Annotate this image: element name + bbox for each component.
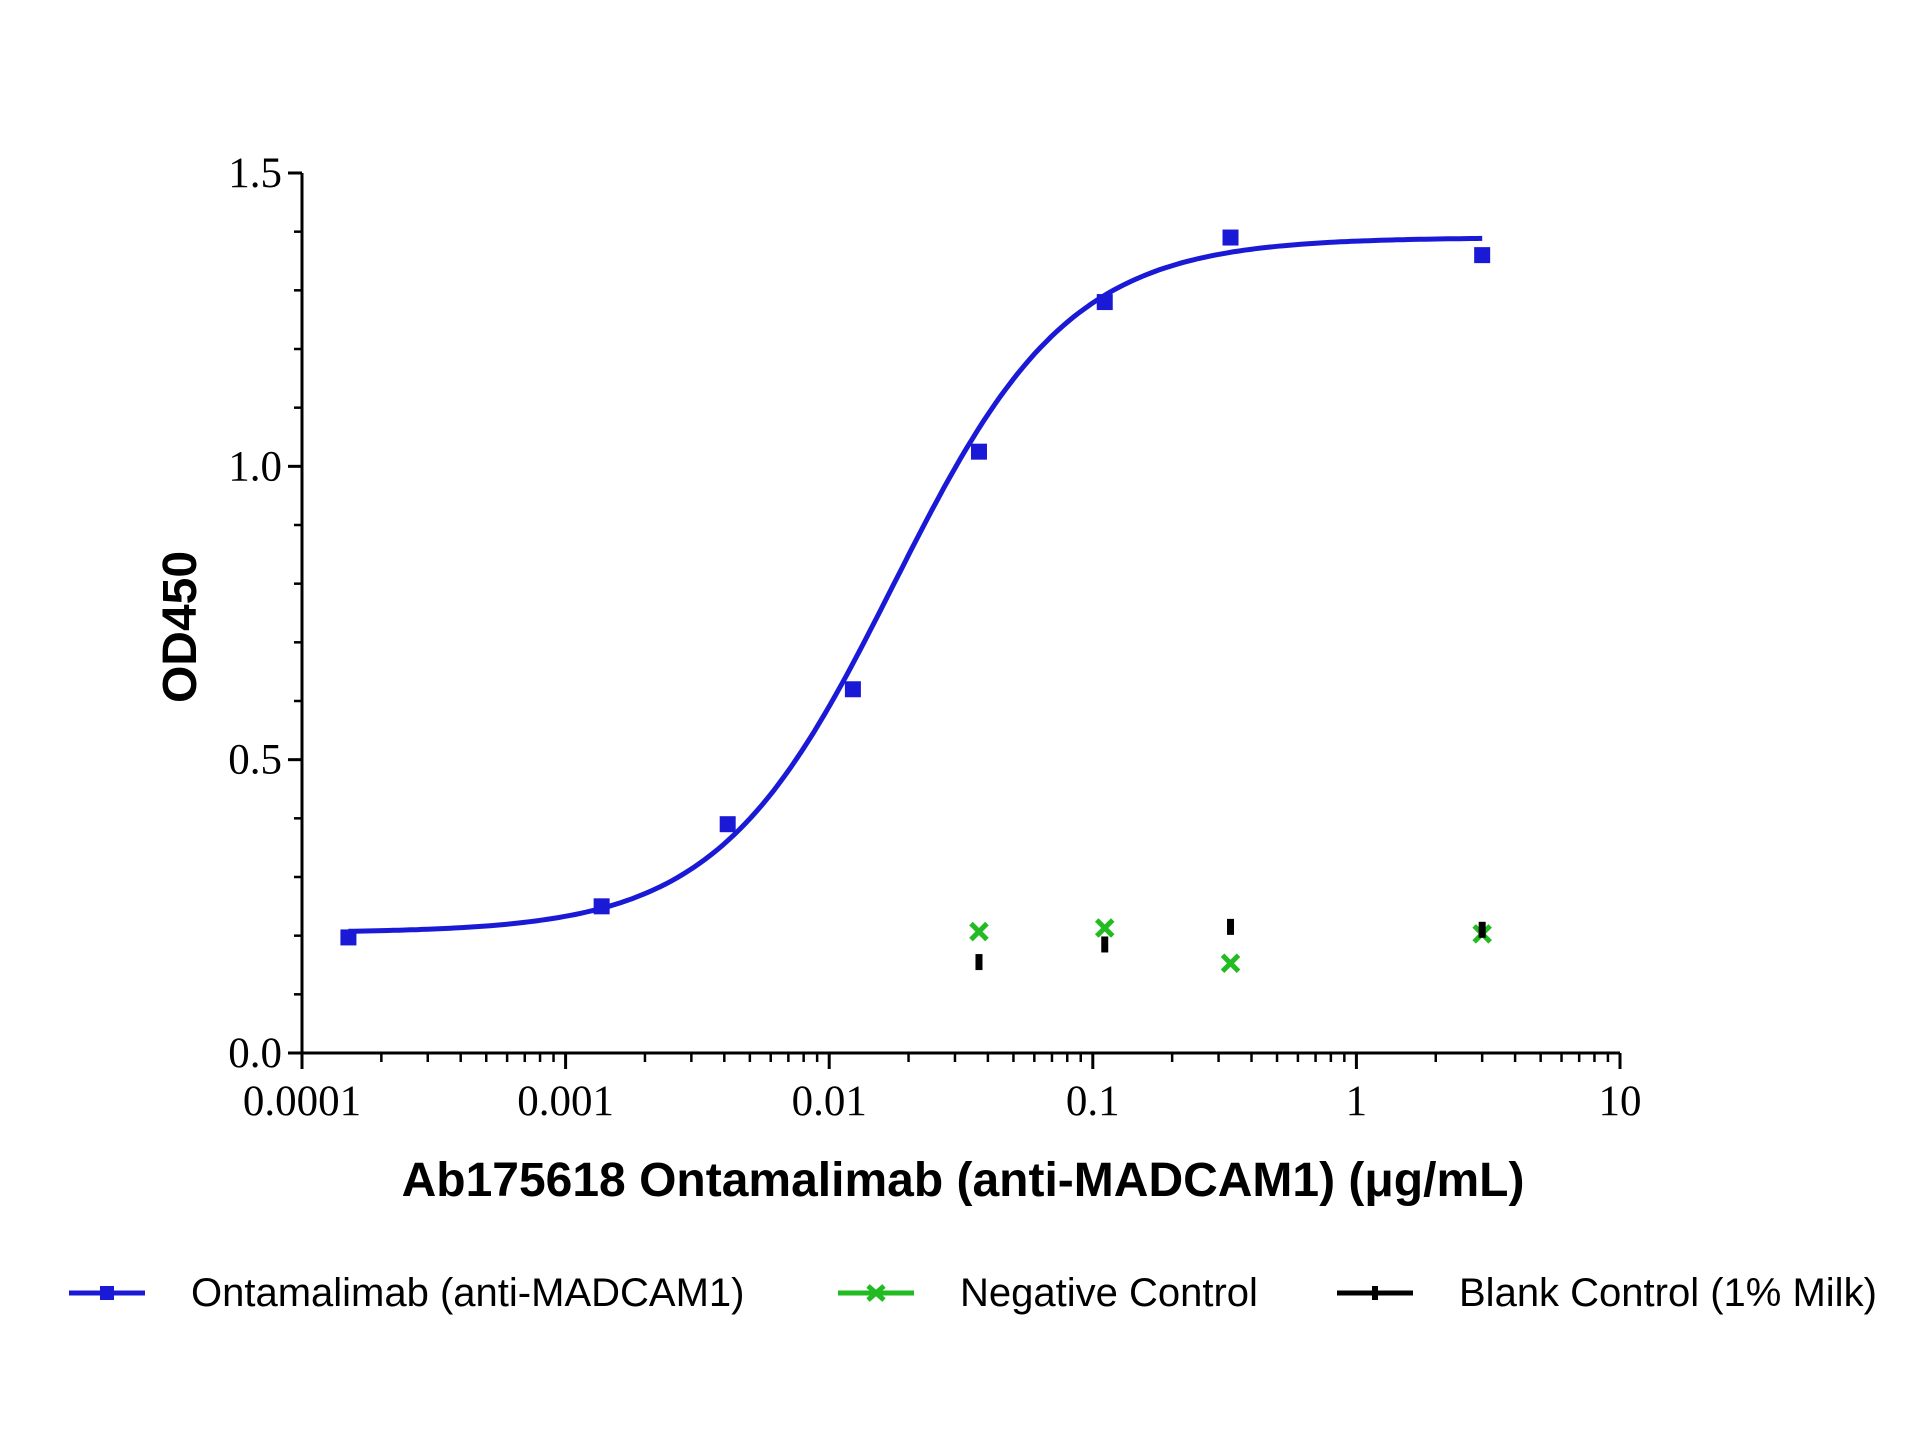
x-tick-label: 0.0001 [243,1078,361,1125]
y-tick-label: 1.5 [228,150,282,197]
series-layer [340,229,1492,974]
x-tick-label: 0.01 [792,1078,867,1125]
legend-item-negative-control: Negative Control [836,1258,1258,1328]
legend-label: Ontamalimab (anti-MADCAM1) [191,1270,745,1315]
data-point-square [970,443,987,460]
x-axis-title: Ab175618 Ontamalimab (anti-MADCAM1) (μg/… [402,1154,1525,1207]
legend-swatch-square-icon [69,1286,145,1300]
data-point-square [1222,229,1239,246]
y-tick-label: 0.5 [228,737,282,784]
data-point-square [1096,294,1113,311]
legend-swatch-x-icon [838,1284,914,1302]
legend: Ontamalimab (anti-MADCAM1) Negative Cont… [0,1258,1920,1328]
legend-label: Negative Control [960,1270,1258,1315]
data-point-x [1220,953,1241,974]
data-point-square [719,816,736,833]
fit-curve [348,235,1483,934]
legend-item-blank-control: Blank Control (1% Milk) [1335,1258,1877,1328]
data-point-square [1474,247,1491,264]
data-point-x [969,921,989,942]
data-point-square [340,929,357,946]
y-tick-label: 1.0 [228,443,282,490]
data-point-dash [975,954,983,971]
data-point-dash [1101,936,1109,953]
x-tick-label: 0.001 [517,1078,614,1125]
legend-item-ontamalimab: Ontamalimab (anti-MADCAM1) [67,1258,744,1328]
y-axis-title: OD450 [154,551,207,703]
x-tick-label: 1 [1346,1078,1368,1125]
data-point-x [1094,918,1115,938]
data-point-square [593,898,610,915]
x-tick-label: 10 [1599,1078,1642,1125]
data-point-square [844,681,861,698]
legend-swatch-dash-icon [1337,1286,1413,1300]
axes: 0.0 0.5 1.0 1.5 0.0001 0.001 0.01 0.1 1 10 [228,150,1641,1125]
y-tick-label: 0.0 [228,1030,282,1077]
data-point-dash [1227,918,1235,935]
x-tick-label: 0.1 [1066,1078,1120,1125]
data-point-dash [1478,921,1486,938]
legend-label: Blank Control (1% Milk) [1459,1270,1877,1315]
